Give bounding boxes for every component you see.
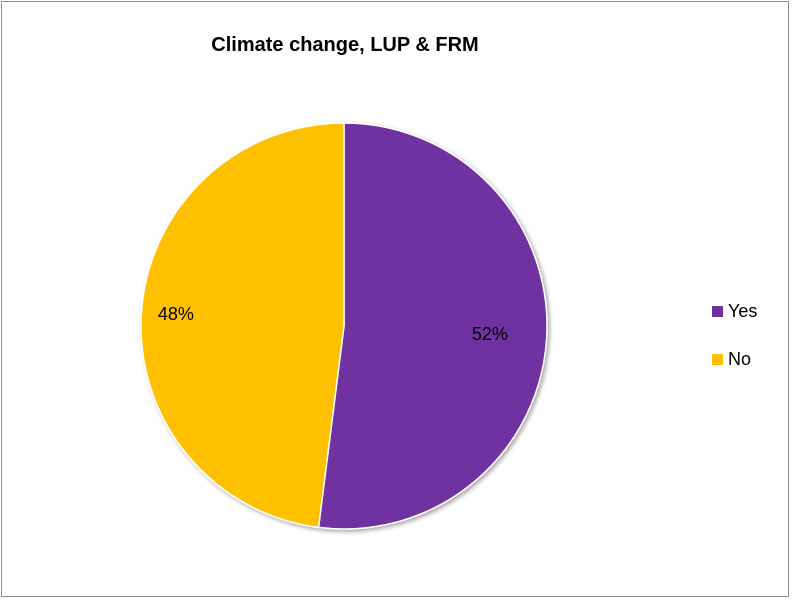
chart-title: Climate change, LUP & FRM — [211, 34, 479, 56]
data-label-no: 48% — [158, 304, 194, 324]
legend-item-yes: Yes — [712, 300, 757, 322]
pie-slice-yes — [317, 122, 548, 530]
legend-label-yes: Yes — [728, 300, 758, 321]
data-label-yes: 52% — [472, 324, 508, 344]
pie-data-labels: 52% 48% — [158, 304, 508, 344]
legend: Yes No — [712, 300, 757, 396]
legend-item-no: No — [712, 348, 757, 370]
legend-swatch-no — [712, 353, 723, 365]
pie-slices — [140, 122, 548, 530]
legend-label-no: No — [728, 348, 752, 369]
pie-slice-no — [140, 122, 345, 529]
legend-swatch-yes — [712, 305, 723, 317]
